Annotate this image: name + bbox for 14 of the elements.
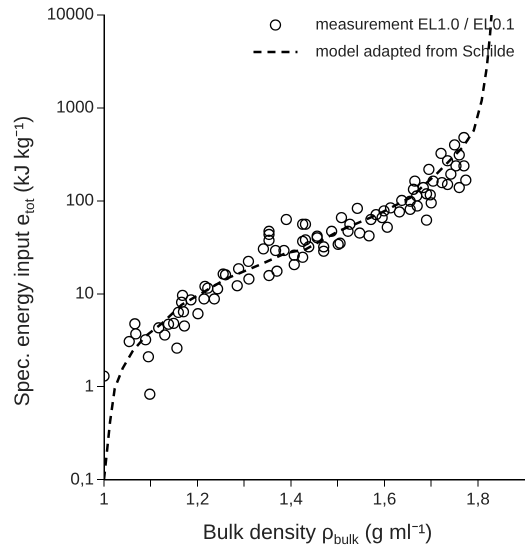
y-tick-label: 100 — [66, 190, 94, 210]
y-tick-label: 1 — [84, 376, 94, 396]
x-axis-title: Bulk density ρ$_{bulk}$ (g ml⁻¹) — [202, 520, 434, 548]
y-tick-label: 1000 — [56, 98, 94, 117]
x-tick-label: 1,8 — [466, 489, 490, 508]
legend-label: model adapted from Schilde — [315, 43, 515, 60]
x-tick-label: 1,4 — [279, 489, 303, 508]
x-tick-label: 1,2 — [186, 489, 210, 508]
y-tick-label: 10000 — [46, 4, 94, 24]
y-tick-label: 0,1 — [70, 469, 94, 488]
x-tick-label: 1,6 — [372, 489, 396, 508]
x-tick-label: 1 — [99, 489, 109, 508]
y-tick-label: 10 — [75, 283, 94, 302]
legend-label: measurement EL1.0 / EL0.1 — [315, 16, 515, 34]
